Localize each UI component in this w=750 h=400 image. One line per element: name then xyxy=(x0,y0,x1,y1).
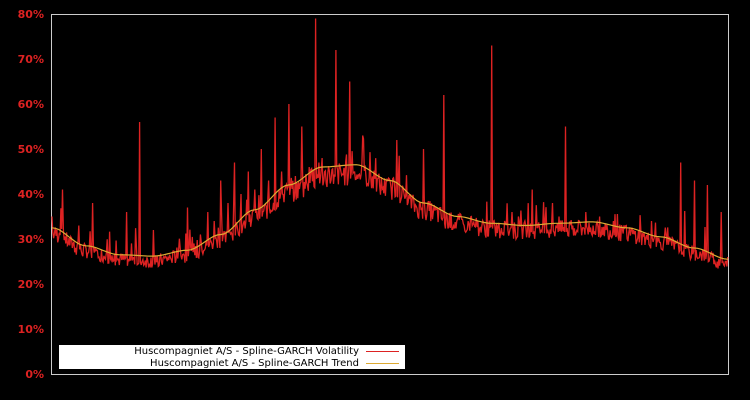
legend-item-trend: Huscompagniet A/S - Spline-GARCH Trend xyxy=(150,357,399,369)
trend-series-line xyxy=(51,164,729,260)
y-tick-label: 50% xyxy=(18,143,44,156)
y-tick-label: 20% xyxy=(18,278,44,291)
y-tick-label: 60% xyxy=(18,98,44,111)
y-tick-label: 0% xyxy=(25,368,44,381)
legend-label-trend: Huscompagniet A/S - Spline-GARCH Trend xyxy=(150,357,359,369)
legend-item-volatility: Huscompagniet A/S - Spline-GARCH Volatil… xyxy=(134,345,399,357)
chart-legend: Huscompagniet A/S - Spline-GARCH Volatil… xyxy=(59,345,405,369)
plot-area-frame xyxy=(51,14,729,375)
legend-swatch-volatility xyxy=(366,350,399,352)
y-tick-label: 40% xyxy=(18,188,44,201)
y-tick-label: 80% xyxy=(18,8,44,21)
y-axis-ticks: 0% 10% 20% 30% 40% 50% 60% 70% 80% xyxy=(18,8,44,381)
legend-label-volatility: Huscompagniet A/S - Spline-GARCH Volatil… xyxy=(134,345,359,357)
y-tick-label: 10% xyxy=(18,323,44,336)
y-tick-label: 70% xyxy=(18,53,44,66)
y-tick-label: 30% xyxy=(18,233,44,246)
legend-swatch-trend xyxy=(366,362,399,364)
